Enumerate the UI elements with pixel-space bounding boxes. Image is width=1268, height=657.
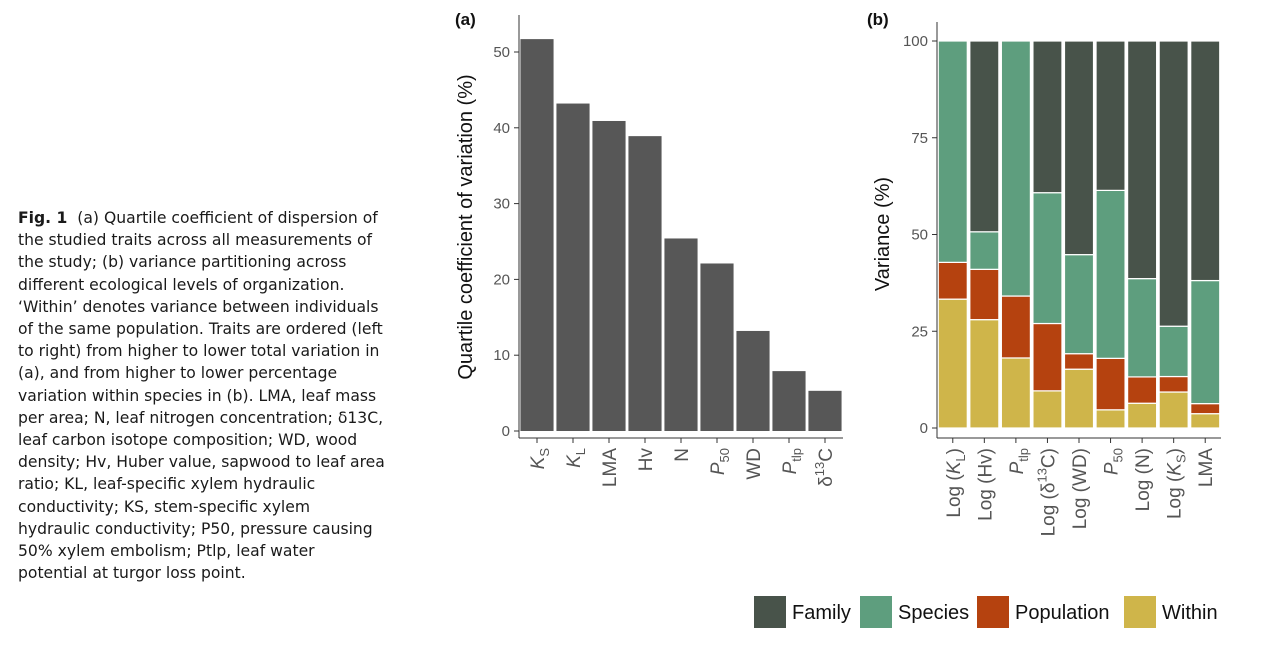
segment-population-log-n (1126, 376, 1158, 404)
segment-species-log-hv (969, 231, 1000, 270)
panel-a-y-tick-label: 40 (493, 120, 510, 137)
x-label-hv: Hv (636, 448, 657, 472)
segment-within-log-kl (937, 298, 968, 429)
legend-label-family: Family (792, 602, 851, 624)
panel-b-y-tick-label: 0 (920, 420, 928, 437)
x-label-kl: KL (564, 448, 588, 468)
segment-population-log-hv (969, 268, 1000, 321)
segment-family-p50 (1095, 40, 1126, 191)
bar-kl (556, 103, 590, 431)
bar-ptlp (772, 371, 806, 431)
legend-swatch-within (1124, 596, 1156, 628)
segment-within-log-hv (969, 319, 1000, 429)
segment-family-lma (1190, 40, 1221, 282)
segment-within-log-wd (1063, 368, 1095, 429)
legend: Family Species Population Within (754, 596, 1218, 628)
panel-b-ylabel: Variance (%) (872, 177, 894, 291)
legend-label-within: Within (1162, 602, 1218, 624)
panel-a-label: (a) (455, 10, 476, 29)
x-label-ptlp: Ptlp (780, 448, 804, 474)
segment-within-log-13c (1032, 390, 1063, 429)
legend-swatch-species (860, 596, 892, 628)
segment-within-ptlp (1000, 357, 1032, 429)
segment-population-p50 (1095, 357, 1126, 411)
legend-swatch-population (977, 596, 1009, 628)
x-label-log-ks: Log (KS) (1165, 448, 1189, 519)
bar-ks (520, 39, 554, 431)
segment-within-p50 (1095, 409, 1126, 429)
panel-a-y-tick-label: 20 (493, 271, 510, 288)
x-label-ks: KS (528, 448, 552, 470)
panel-a-y-tick-label: 10 (493, 347, 510, 364)
x-label-p50: P50 (1102, 448, 1126, 475)
segment-species-log-13c (1032, 192, 1063, 325)
segment-population-log-ks (1158, 375, 1189, 393)
x-label-log-n: Log (N) (1133, 448, 1154, 511)
panel-b-label: (b) (867, 10, 889, 29)
segment-species-log-n (1126, 278, 1158, 378)
x-label-log-hv: Log (Hv) (975, 448, 996, 521)
segment-species-log-kl (937, 40, 968, 263)
segment-population-log-13c (1032, 322, 1063, 392)
segment-within-log-n (1126, 402, 1158, 429)
segment-species-log-wd (1063, 254, 1095, 355)
panel-a-y-tick-label: 0 (502, 423, 510, 440)
bar-p50 (700, 263, 734, 431)
caption-label: Fig. 1 (18, 209, 68, 227)
legend-label-population: Population (1015, 602, 1110, 624)
legend-label-species: Species (898, 602, 969, 624)
x-label-wd: WD (744, 448, 765, 480)
panel-b-y-tick-label: 25 (911, 323, 928, 340)
segment-within-log-ks (1158, 391, 1189, 429)
segment-family-log-13c (1032, 40, 1063, 194)
panel-a-ylabel: Quartile coefficient of variation (%) (455, 74, 477, 379)
segment-family-log-hv (969, 40, 1000, 233)
x-label-log-kl: Log (KL) (944, 448, 968, 518)
legend-swatch-family (754, 596, 786, 628)
bar-13c (808, 390, 842, 431)
panel-b-y-tick-label: 50 (911, 227, 928, 244)
x-label-13c: δ13C (812, 448, 837, 487)
segment-species-ptlp (1000, 40, 1032, 297)
caption-text: (a) Quartile coefficient of dispersion o… (18, 209, 385, 583)
panel-a-y-tick-label: 50 (493, 44, 510, 61)
panel-a-chart: 0 10 20 30 40 50 KS KL LMA Hv N P50 WD Ptlp δ13C (493, 15, 843, 487)
bar-n (664, 238, 698, 431)
panel-a-y-tick-label: 30 (493, 196, 510, 213)
bar-lma (592, 120, 626, 431)
segment-population-lma (1190, 403, 1221, 415)
x-label-ptlp: Ptlp (1007, 448, 1031, 474)
x-label-log-wd: Log (WD) (1070, 448, 1091, 529)
segment-population-log-kl (937, 261, 968, 300)
x-label-n: N (672, 448, 693, 462)
figure-caption: Fig. 1 (a) Quartile coefficient of dispe… (18, 207, 386, 584)
segment-species-p50 (1095, 189, 1126, 359)
segment-family-log-ks (1158, 40, 1189, 327)
bar-hv (628, 136, 662, 431)
x-label-lma: LMA (600, 448, 621, 487)
segment-population-ptlp (1000, 295, 1032, 359)
segment-species-lma (1190, 279, 1221, 405)
segment-population-log-wd (1063, 353, 1095, 370)
segment-within-lma (1190, 413, 1221, 429)
panel-b-y-tick-label: 75 (911, 130, 928, 147)
segment-species-log-ks (1158, 325, 1189, 378)
x-label-log-13c: Log (δ13C) (1034, 448, 1059, 536)
bar-wd (736, 330, 770, 431)
x-label-lma: LMA (1196, 448, 1217, 487)
x-label-p50: P50 (708, 448, 732, 475)
segment-family-log-wd (1063, 40, 1095, 256)
panel-b-y-tick-label: 100 (903, 33, 928, 50)
segment-family-log-n (1126, 40, 1158, 280)
